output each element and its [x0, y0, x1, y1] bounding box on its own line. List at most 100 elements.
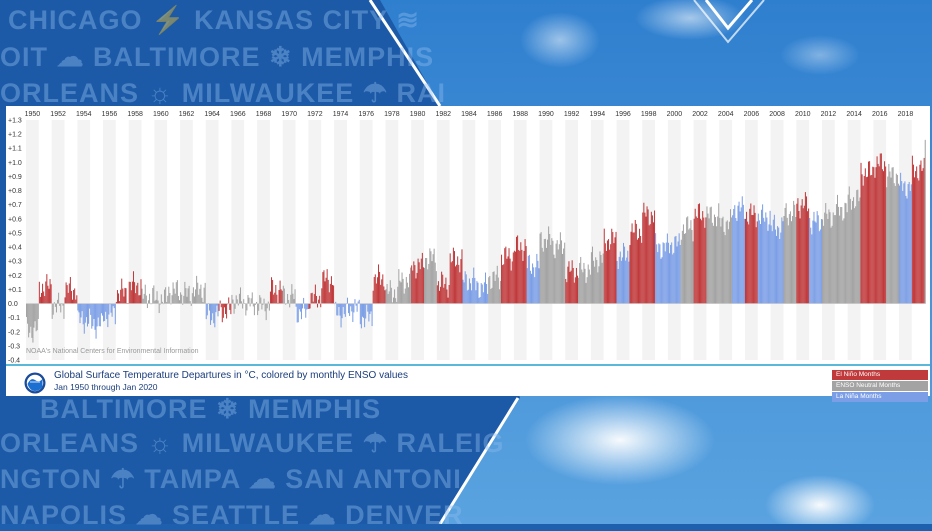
data-bar	[422, 267, 424, 304]
data-bar	[742, 204, 744, 304]
x-tick-label: 1982	[435, 111, 451, 118]
data-bar	[89, 303, 91, 309]
data-bar	[577, 275, 579, 304]
data-bar	[909, 190, 911, 304]
data-bar	[857, 189, 859, 304]
data-bar	[870, 175, 872, 304]
data-bar	[416, 272, 418, 304]
y-tick-label: +0.4	[8, 245, 22, 252]
city-row-1: CHICAGO ⚡ KANSAS CITY ≋	[8, 4, 420, 36]
data-bar	[551, 238, 553, 304]
data-bar	[520, 242, 522, 304]
data-bar	[780, 232, 782, 304]
data-bar	[671, 242, 673, 304]
year-band	[282, 120, 296, 360]
data-bar	[425, 258, 427, 304]
data-bar	[529, 270, 531, 304]
data-bar	[523, 250, 525, 304]
data-bar	[912, 164, 914, 304]
umbrella-icon: ☂	[362, 78, 397, 108]
data-bar	[606, 240, 608, 304]
data-bar	[48, 288, 50, 304]
data-bar	[626, 257, 628, 304]
data-bar	[704, 227, 706, 304]
data-bar	[180, 292, 182, 304]
data-bar	[200, 284, 202, 304]
data-bar	[196, 275, 198, 304]
data-bar	[620, 260, 622, 304]
data-bar	[282, 285, 284, 304]
year-band	[462, 120, 476, 360]
data-bar	[350, 303, 352, 307]
data-bar	[882, 171, 885, 304]
data-bar	[785, 203, 787, 304]
city-row-2: OIT ☁ BALTIMORE ❄ MEMPHIS	[0, 42, 434, 73]
data-bar	[663, 243, 665, 304]
data-bar	[43, 291, 45, 304]
data-bar	[285, 303, 288, 305]
data-bar	[225, 303, 227, 314]
data-bar	[660, 258, 662, 304]
data-bar	[905, 195, 907, 304]
x-tick-label: 1976	[358, 111, 374, 118]
y-tick-label: +0.3	[8, 259, 22, 266]
data-bar	[480, 283, 482, 304]
data-bar	[518, 249, 520, 304]
data-bar	[728, 221, 730, 304]
data-bar	[78, 303, 80, 313]
data-bar	[441, 271, 443, 304]
enso-temperature-chart: +1.3 +1.2 +1.1 +1.0 +0.9 +0.8 +0.7 +0.6 +0.5 +0.4…	[8, 111, 926, 365]
data-bar	[712, 225, 714, 304]
data-bar	[381, 279, 383, 304]
data-bar	[732, 215, 734, 304]
data-bar	[318, 299, 320, 304]
data-bar	[665, 242, 667, 304]
data-bar	[744, 218, 746, 304]
data-bar	[888, 163, 890, 304]
data-bar	[634, 220, 636, 304]
data-bar	[76, 295, 78, 304]
data-bar	[160, 294, 162, 304]
year-band	[449, 120, 463, 360]
data-bar	[709, 207, 711, 304]
data-bar	[750, 203, 752, 304]
data-bar	[563, 248, 565, 304]
data-bar	[767, 230, 769, 304]
data-bar	[204, 282, 206, 304]
y-tick-label: -0.4	[8, 358, 20, 365]
data-bar	[88, 303, 90, 324]
data-bar	[458, 264, 460, 304]
data-bar	[759, 224, 761, 304]
data-bar	[464, 271, 466, 304]
year-band	[192, 120, 206, 360]
data-bar	[501, 254, 503, 304]
x-tick-label: 2014	[846, 111, 862, 118]
data-bar	[198, 294, 200, 304]
year-band	[103, 120, 116, 360]
data-bar	[550, 244, 552, 304]
year-band	[167, 120, 181, 360]
data-bar	[173, 288, 175, 304]
data-bar	[642, 212, 644, 304]
data-bar	[765, 212, 767, 304]
data-bar	[862, 185, 864, 304]
data-bar	[161, 301, 163, 304]
data-bar	[769, 210, 771, 304]
data-bar	[129, 281, 131, 304]
data-bar	[845, 203, 847, 304]
data-bar	[534, 277, 536, 304]
data-bar	[544, 238, 546, 304]
data-bar	[517, 235, 519, 304]
data-bar	[921, 170, 923, 304]
data-bar	[722, 216, 724, 304]
city-washington-partial: NGTON	[0, 464, 103, 494]
data-bar	[79, 303, 81, 324]
data-bar	[354, 299, 356, 304]
data-bar	[727, 229, 729, 304]
data-bar	[174, 293, 176, 304]
y-tick-label: +0.1	[8, 287, 22, 294]
data-bar	[519, 250, 521, 304]
data-bar	[688, 229, 690, 304]
data-bar	[66, 285, 68, 304]
year-band	[90, 120, 104, 360]
